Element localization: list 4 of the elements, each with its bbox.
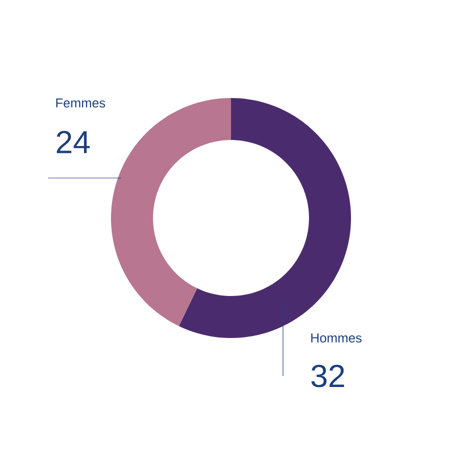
data-label: 24 xyxy=(56,130,90,154)
slice-label: Femmes xyxy=(56,98,106,108)
data-label: 32 xyxy=(311,364,344,388)
slice-label: Hommes xyxy=(311,333,362,343)
